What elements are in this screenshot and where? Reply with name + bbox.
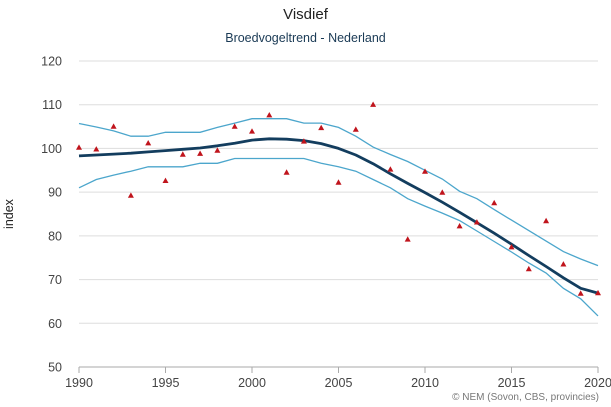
observed-point <box>231 123 238 129</box>
observed-point <box>560 261 567 267</box>
y-tick-label: 80 <box>48 229 62 243</box>
observed-point <box>162 177 169 183</box>
observed-point <box>197 150 204 156</box>
x-tick-label: 2005 <box>325 376 353 390</box>
observed-point <box>179 151 186 157</box>
observed-point <box>508 244 515 250</box>
x-tick-label: 2010 <box>411 376 439 390</box>
x-axis: 1990 1995 2000 2005 2010 2015 2020 <box>65 366 611 390</box>
observed-point <box>318 124 325 131</box>
y-tick-label: 50 <box>48 361 62 375</box>
trend-line-path <box>78 137 599 295</box>
observed-point <box>439 189 446 195</box>
observed-point <box>266 112 273 118</box>
observed-point <box>491 199 498 206</box>
observed-point <box>335 179 342 185</box>
x-tick-label: 2020 <box>584 376 611 390</box>
chart-title: Visdief <box>283 6 328 23</box>
x-tick-label: 2015 <box>498 376 526 390</box>
y-axis: 50 60 70 80 90 100 110 120 <box>41 55 62 375</box>
y-tick-label: 90 <box>48 186 62 200</box>
upper-band-line <box>78 118 599 267</box>
x-tick-label: 2000 <box>238 376 266 390</box>
observed-point <box>76 144 82 150</box>
observed-point <box>577 290 584 296</box>
y-tick-label: 60 <box>48 317 62 331</box>
observed-point <box>456 223 463 229</box>
y-tick-label: 100 <box>41 142 62 156</box>
grid-lines <box>79 60 598 324</box>
observed-point <box>473 219 480 225</box>
observed-point <box>145 140 152 146</box>
observed-point <box>214 147 221 153</box>
observed-point <box>595 289 601 296</box>
observed-point <box>370 101 377 107</box>
observed-point <box>543 217 550 224</box>
observed-point <box>387 166 394 172</box>
x-tick-label: 1995 <box>152 376 180 390</box>
trend-line <box>78 137 599 295</box>
observed-point <box>404 236 411 242</box>
observed-point <box>110 123 117 129</box>
observed-points <box>76 101 601 296</box>
observed-point <box>352 126 359 132</box>
observed-point <box>127 192 134 198</box>
confidence-band <box>78 118 599 317</box>
observed-point <box>283 169 290 175</box>
observed-point <box>525 265 532 272</box>
y-tick-label: 70 <box>48 273 62 287</box>
observed-point <box>300 138 307 144</box>
lower-band-line <box>78 157 599 317</box>
observed-point <box>249 128 255 134</box>
x-tick-label: 1990 <box>65 376 93 390</box>
y-tick-label: 110 <box>42 98 62 112</box>
y-tick-label: 120 <box>41 55 62 69</box>
chart-credits: © NEM (Sovon, CBS, provincies) <box>452 392 599 403</box>
observed-point <box>93 146 100 152</box>
observed-point <box>422 168 428 174</box>
chart-subtitle: Broedvogeltrend - Nederland <box>225 31 386 45</box>
